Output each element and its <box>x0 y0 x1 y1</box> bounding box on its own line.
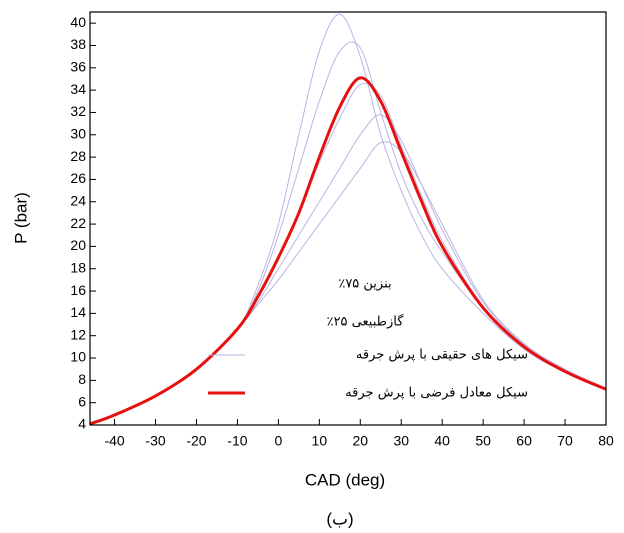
y-tick-label: 18 <box>70 259 86 275</box>
x-tick-label: 10 <box>312 433 328 449</box>
x-tick-label: 0 <box>274 433 282 449</box>
x-tick-label: -40 <box>104 433 124 449</box>
y-tick-label: 16 <box>70 282 86 298</box>
y-tick-label: 14 <box>70 304 86 320</box>
y-tick-label: 6 <box>78 393 86 409</box>
x-tick-label: 20 <box>352 433 368 449</box>
y-tick-label: 30 <box>70 125 86 141</box>
series-line <box>89 41 607 425</box>
series-line <box>89 114 607 425</box>
x-tick-label: 70 <box>557 433 573 449</box>
series-line <box>89 82 607 425</box>
legend-label: سیکل معادل فرضی با پرش جرقه <box>345 386 528 401</box>
legend-label: سیکل های حقیقی با پرش جرقه <box>356 348 528 363</box>
caption: (ب) <box>326 509 353 528</box>
y-tick-label: 36 <box>70 59 86 75</box>
x-tick-label: 30 <box>393 433 409 449</box>
series-line <box>89 76 607 426</box>
x-tick-label: 50 <box>475 433 491 449</box>
x-tick-label: 60 <box>516 433 532 449</box>
x-tick-label: -10 <box>227 433 247 449</box>
y-tick-label: 32 <box>70 103 86 119</box>
y-tick-label: 24 <box>70 192 86 208</box>
plot-frame <box>89 11 607 426</box>
y-tick-label: 38 <box>70 36 86 52</box>
x-tick-label: 80 <box>598 433 614 449</box>
y-tick-label: 20 <box>70 237 86 253</box>
y-tick-label: 4 <box>78 416 86 432</box>
annotation: بنزین ۷۵٪ <box>338 277 391 292</box>
y-tick-label: 28 <box>70 148 86 164</box>
y-tick-label: 34 <box>70 81 86 97</box>
x-tick-label: -20 <box>186 433 206 449</box>
x-axis-label: CAD (deg) <box>305 470 385 489</box>
y-tick-label: 10 <box>70 349 86 365</box>
y-tick-label: 40 <box>70 14 86 30</box>
annotation: گازطبیعی ۲۵٪ <box>327 314 405 330</box>
y-tick-label: 26 <box>70 170 86 186</box>
x-tick-label: 40 <box>434 433 450 449</box>
series-line <box>89 13 607 425</box>
y-axis-label: P (bar) <box>11 192 30 244</box>
y-tick-label: 12 <box>70 326 86 342</box>
y-tick-label: 22 <box>70 215 86 231</box>
y-tick-label: 8 <box>78 371 86 387</box>
x-tick-label: -30 <box>145 433 165 449</box>
